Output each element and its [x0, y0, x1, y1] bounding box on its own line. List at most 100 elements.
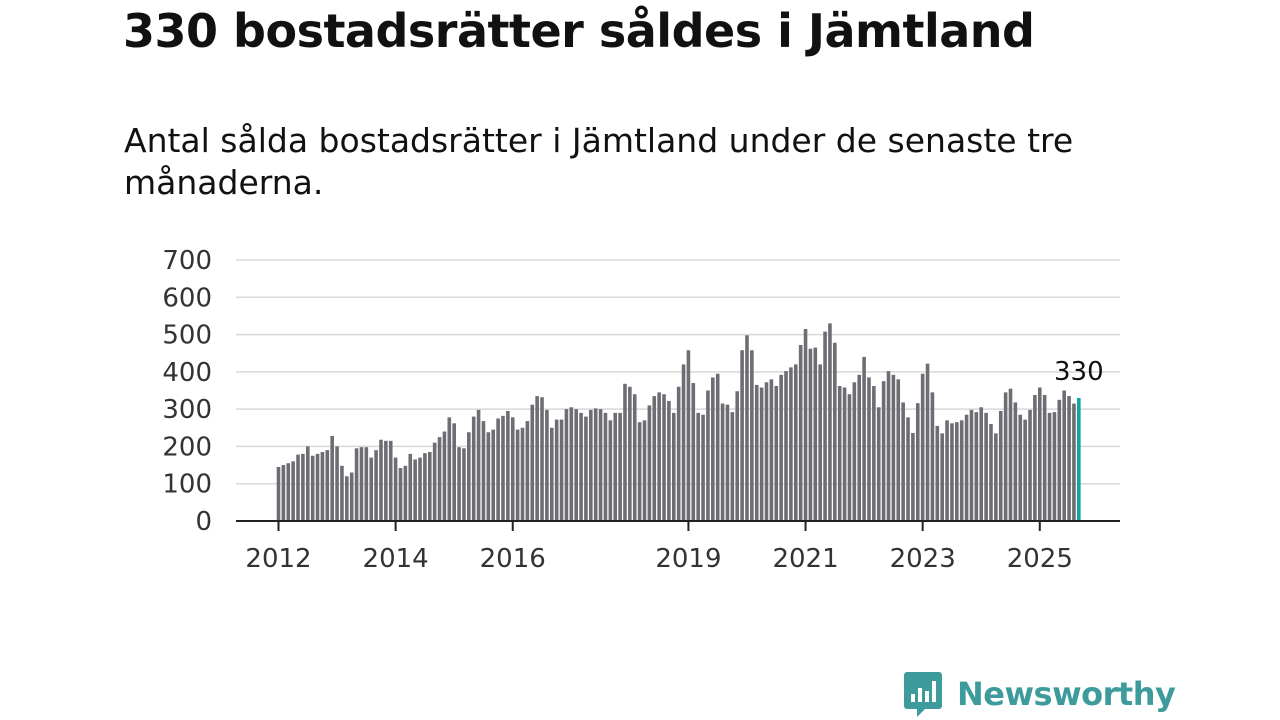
bar	[569, 407, 574, 521]
bar	[857, 374, 862, 521]
bar	[432, 442, 437, 521]
bar	[530, 404, 535, 521]
bar	[423, 453, 427, 521]
bar	[623, 383, 627, 521]
bar	[969, 409, 974, 521]
y-tick-label: 400	[162, 358, 212, 388]
chart-subtitle: Antal sålda bostadsrätter i Jämtland und…	[124, 121, 1074, 202]
bar	[876, 407, 881, 521]
newsworthy-logo-icon	[904, 672, 942, 717]
y-tick-label: 0	[195, 507, 212, 537]
bar	[1023, 419, 1027, 521]
bar	[510, 417, 515, 521]
bar	[1018, 414, 1023, 521]
bar	[920, 373, 925, 521]
bar	[798, 345, 803, 521]
bar	[535, 396, 539, 521]
bar	[808, 348, 813, 521]
bar	[276, 466, 281, 521]
bar	[1042, 394, 1047, 521]
bar	[837, 386, 842, 521]
bar	[955, 422, 959, 521]
x-tick-label: 2025	[1007, 544, 1073, 574]
bar	[779, 374, 783, 521]
bar	[320, 452, 325, 521]
bar	[325, 450, 330, 521]
bar	[286, 463, 291, 521]
bar	[330, 435, 334, 521]
bar	[481, 421, 486, 521]
bar	[540, 397, 544, 521]
bar	[847, 394, 852, 521]
bar	[1047, 412, 1052, 521]
bar	[1008, 388, 1013, 521]
x-tick-label: 2019	[655, 544, 721, 574]
bar	[979, 407, 984, 521]
bar	[345, 476, 349, 521]
brand-name: Newsworthy	[957, 675, 1176, 713]
bar	[467, 432, 471, 521]
bar	[501, 415, 505, 521]
bar	[598, 409, 603, 521]
bar	[491, 429, 496, 521]
bar	[891, 374, 896, 521]
bar	[657, 392, 661, 521]
bar	[1037, 387, 1042, 521]
bar	[784, 371, 788, 521]
bar	[520, 427, 525, 521]
bar	[506, 411, 510, 521]
bar	[579, 412, 583, 521]
bar	[842, 387, 847, 521]
bar	[686, 350, 691, 521]
x-tick-label: 2014	[363, 544, 429, 574]
bar	[476, 409, 481, 521]
bar	[525, 421, 530, 521]
bar	[379, 439, 383, 521]
bar	[442, 431, 447, 521]
bar	[671, 412, 676, 521]
bar	[593, 408, 598, 521]
bar	[1028, 409, 1032, 521]
y-tick-label: 500	[162, 321, 212, 351]
y-axis-labels: 0 100 200 300 400 500 600 700	[162, 246, 212, 537]
bar	[349, 472, 354, 521]
bar	[554, 419, 559, 521]
bar	[945, 420, 949, 521]
x-tick-label: 2016	[480, 544, 546, 574]
bar	[310, 455, 315, 521]
bar	[896, 379, 901, 521]
bar	[828, 323, 832, 521]
bar	[374, 450, 378, 521]
bar	[730, 412, 735, 521]
bar	[545, 409, 549, 521]
bar	[452, 423, 456, 521]
bar	[301, 453, 305, 521]
bar	[867, 377, 871, 521]
bar	[915, 403, 920, 521]
y-tick-label: 700	[162, 246, 212, 276]
bar	[1033, 394, 1037, 521]
bar	[793, 364, 798, 521]
bar	[388, 440, 393, 521]
bar	[1052, 412, 1057, 521]
bar	[559, 419, 564, 521]
bar	[950, 423, 954, 521]
bar	[403, 465, 408, 521]
bar	[881, 381, 886, 521]
bar	[281, 465, 286, 521]
bar	[496, 418, 500, 521]
bar	[774, 386, 779, 521]
bar	[447, 417, 452, 521]
bar	[691, 383, 696, 521]
bar	[925, 363, 930, 521]
bar	[628, 386, 632, 521]
bar	[803, 328, 808, 521]
bar	[359, 447, 364, 521]
bar	[398, 468, 403, 521]
y-tick-label: 300	[162, 395, 212, 425]
bar	[886, 371, 891, 521]
bar	[759, 387, 764, 521]
bar	[637, 422, 642, 521]
x-tick-label: 2012	[245, 544, 311, 574]
bar	[384, 440, 388, 521]
